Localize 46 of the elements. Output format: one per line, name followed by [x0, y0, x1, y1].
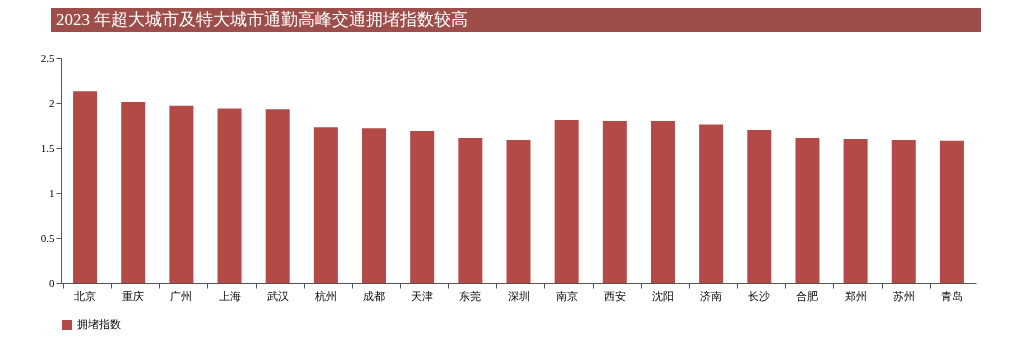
bar — [169, 105, 194, 283]
bar — [362, 128, 387, 283]
bar — [313, 127, 338, 283]
bar — [699, 124, 724, 283]
y-tick-label: 2 — [49, 96, 55, 109]
bar — [121, 102, 146, 283]
x-tick-label: 北京 — [74, 289, 97, 302]
x-tick-label: 济南 — [700, 289, 723, 302]
bar — [891, 139, 916, 283]
x-tick-label: 沈阳 — [651, 289, 674, 302]
bar — [73, 91, 98, 283]
y-tick-label: 0 — [49, 276, 55, 289]
x-tick-label: 东莞 — [459, 289, 482, 302]
bar — [217, 108, 242, 283]
x-tick-label: 长沙 — [748, 289, 771, 302]
bar — [554, 120, 579, 283]
y-tick-label: 0.5 — [40, 231, 55, 244]
bar — [747, 130, 772, 283]
chart-title: 2023 年超大城市及特大城市通勤高峰交通拥堵指数较高 — [56, 10, 469, 29]
y-tick-label: 1.5 — [40, 141, 55, 154]
x-tick-label: 杭州 — [313, 289, 337, 302]
x-tick-label: 合肥 — [796, 289, 819, 302]
bar — [843, 139, 868, 283]
bar — [795, 138, 820, 283]
y-tick-label: 2.5 — [40, 51, 55, 64]
bar — [650, 121, 675, 283]
bar — [410, 130, 435, 283]
legend-label: 拥堵指数 — [77, 318, 121, 330]
x-tick-label: 上海 — [218, 289, 241, 302]
bar — [458, 138, 483, 283]
bar — [939, 140, 964, 283]
y-tick-label: 1 — [49, 186, 55, 199]
x-tick-label: 深圳 — [507, 289, 530, 302]
x-tick-label: 武汉 — [266, 289, 289, 302]
x-tick-label: 天津 — [411, 289, 434, 302]
x-tick-label: 郑州 — [844, 289, 867, 302]
bar — [265, 109, 290, 283]
x-tick-label: 苏州 — [892, 289, 915, 302]
x-tick-label: 成都 — [363, 289, 386, 302]
bar — [506, 139, 531, 283]
x-tick-label: 广州 — [170, 289, 193, 302]
bar — [602, 121, 627, 283]
x-tick-label: 青岛 — [940, 289, 963, 302]
x-tick-label: 西安 — [603, 289, 626, 302]
x-tick-label: 重庆 — [122, 289, 145, 302]
x-tick-label: 南京 — [555, 289, 578, 302]
